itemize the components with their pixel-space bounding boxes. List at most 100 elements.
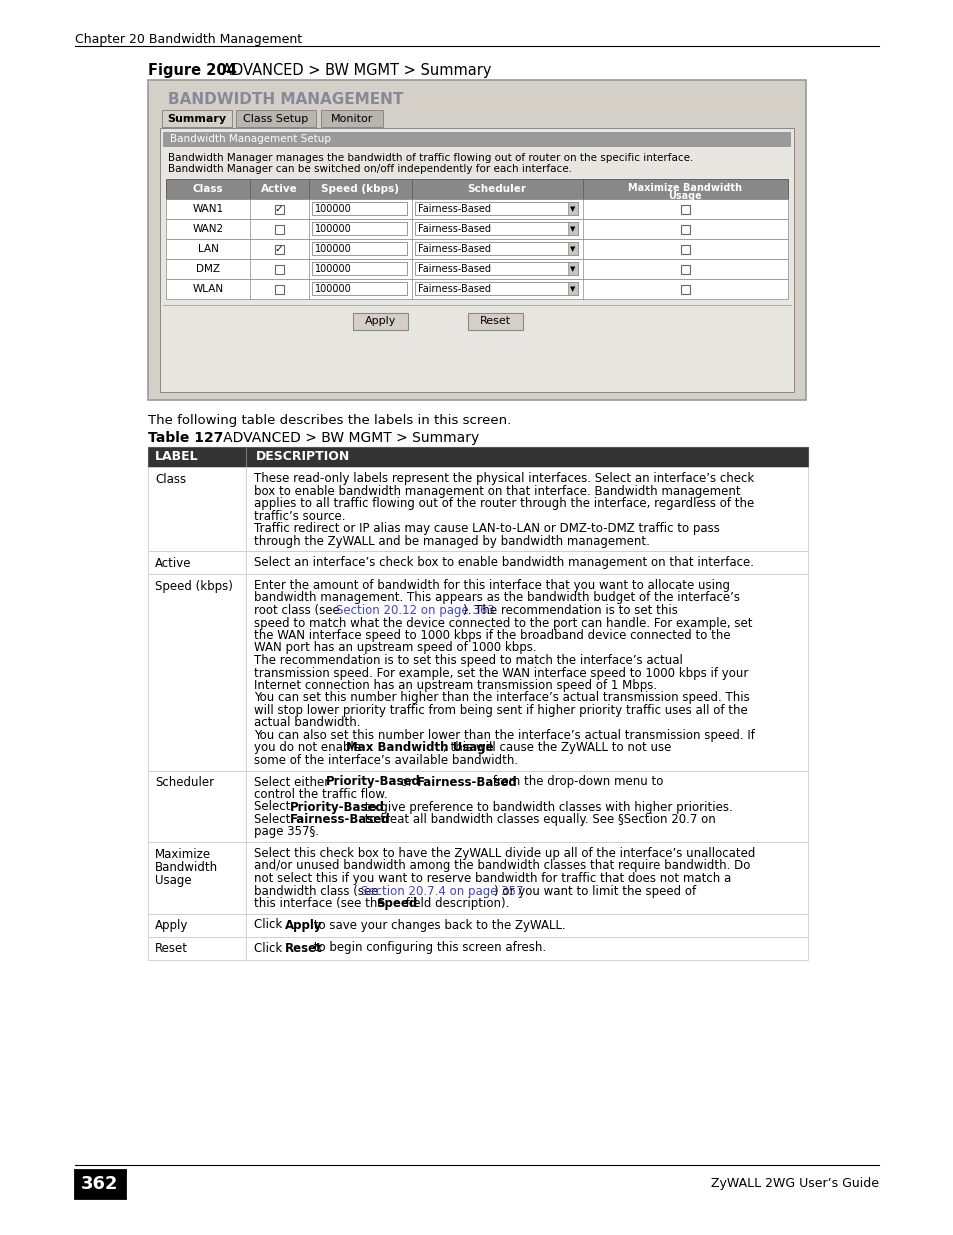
Text: The following table describes the labels in this screen.: The following table describes the labels… bbox=[148, 414, 511, 427]
Text: speed to match what the device connected to the port can handle. For example, se: speed to match what the device connected… bbox=[253, 616, 752, 630]
Text: Max Bandwidth Usage: Max Bandwidth Usage bbox=[345, 741, 493, 755]
Text: 100000: 100000 bbox=[314, 245, 352, 254]
Text: Select either: Select either bbox=[253, 776, 333, 788]
Bar bbox=[312, 242, 406, 254]
Text: The recommendation is to set this speed to match the interface’s actual: The recommendation is to set this speed … bbox=[253, 655, 682, 667]
Bar bbox=[415, 222, 578, 235]
Text: Class: Class bbox=[193, 184, 223, 194]
Bar bbox=[166, 279, 787, 299]
Bar bbox=[415, 242, 578, 254]
Text: bandwidth management. This appears as the bandwidth budget of the interface’s: bandwidth management. This appears as th… bbox=[253, 592, 740, 604]
Bar bbox=[148, 842, 807, 914]
Bar bbox=[680, 205, 690, 214]
Text: Select an interface’s check box to enable bandwidth management on that interface: Select an interface’s check box to enabl… bbox=[253, 556, 753, 569]
Text: to begin configuring this screen afresh.: to begin configuring this screen afresh. bbox=[310, 941, 546, 955]
Text: Scheduler: Scheduler bbox=[467, 184, 526, 194]
Bar bbox=[166, 259, 787, 279]
Bar bbox=[680, 245, 690, 253]
Text: Bandwidth: Bandwidth bbox=[154, 861, 218, 874]
Text: you do not enable: you do not enable bbox=[253, 741, 364, 755]
Text: and/or unused bandwidth among the bandwidth classes that require bandwidth. Do: and/or unused bandwidth among the bandwi… bbox=[253, 860, 750, 872]
Text: or: or bbox=[396, 776, 416, 788]
Text: Select this check box to have the ZyWALL divide up all of the interface’s unallo: Select this check box to have the ZyWALL… bbox=[253, 847, 755, 860]
Text: Chapter 20 Bandwidth Management: Chapter 20 Bandwidth Management bbox=[75, 33, 302, 46]
Bar bbox=[166, 179, 787, 199]
Text: 362: 362 bbox=[81, 1174, 118, 1193]
Text: Table 127: Table 127 bbox=[148, 431, 223, 445]
Text: ▼: ▼ bbox=[570, 287, 575, 291]
Text: Fairness-Based: Fairness-Based bbox=[416, 776, 517, 788]
Text: Maximize: Maximize bbox=[154, 848, 211, 861]
Text: ) or you want to limit the speed of: ) or you want to limit the speed of bbox=[494, 884, 695, 898]
Text: Select: Select bbox=[253, 800, 294, 814]
Bar bbox=[235, 110, 315, 127]
Text: ZyWALL 2WG User’s Guide: ZyWALL 2WG User’s Guide bbox=[710, 1177, 878, 1191]
Text: 100000: 100000 bbox=[314, 284, 352, 294]
Text: this interface (see the: this interface (see the bbox=[253, 897, 388, 910]
Bar bbox=[567, 242, 578, 254]
Text: Usage: Usage bbox=[668, 191, 701, 201]
Text: the WAN interface speed to 1000 kbps if the broadband device connected to the: the WAN interface speed to 1000 kbps if … bbox=[253, 629, 730, 642]
Text: Maximize Bandwidth: Maximize Bandwidth bbox=[628, 183, 741, 193]
Text: 100000: 100000 bbox=[314, 204, 352, 214]
Text: actual bandwidth.: actual bandwidth. bbox=[253, 716, 360, 730]
Text: Fairness-Based: Fairness-Based bbox=[417, 264, 490, 274]
Text: ✓: ✓ bbox=[274, 204, 283, 214]
Text: Active: Active bbox=[154, 557, 192, 571]
Text: DESCRIPTION: DESCRIPTION bbox=[255, 451, 350, 463]
Bar bbox=[148, 771, 807, 842]
Text: You can also set this number lower than the interface’s actual transmission spee: You can also set this number lower than … bbox=[253, 729, 754, 742]
Text: box to enable bandwidth management on that interface. Bandwidth management: box to enable bandwidth management on th… bbox=[253, 484, 740, 498]
Text: Reset: Reset bbox=[479, 316, 511, 326]
Bar bbox=[353, 312, 408, 330]
Bar bbox=[312, 203, 406, 215]
Text: These read-only labels represent the physical interfaces. Select an interface’s : These read-only labels represent the phy… bbox=[253, 472, 754, 485]
Text: bandwidth class (see: bandwidth class (see bbox=[253, 884, 382, 898]
Bar bbox=[468, 312, 522, 330]
Text: Bandwidth Manager manages the bandwidth of traffic flowing out of router on the : Bandwidth Manager manages the bandwidth … bbox=[168, 153, 693, 163]
Text: Usage: Usage bbox=[154, 874, 192, 887]
Text: , this will cause the ZyWALL to not use: , this will cause the ZyWALL to not use bbox=[442, 741, 670, 755]
Text: Bandwidth Management Setup: Bandwidth Management Setup bbox=[170, 135, 331, 144]
Text: ▼: ▼ bbox=[570, 226, 575, 232]
Text: Enter the amount of bandwidth for this interface that you want to allocate using: Enter the amount of bandwidth for this i… bbox=[253, 579, 729, 592]
Bar bbox=[274, 245, 283, 253]
Text: Figure 204: Figure 204 bbox=[148, 63, 236, 78]
Text: to save your changes back to the ZyWALL.: to save your changes back to the ZyWALL. bbox=[310, 919, 565, 931]
Bar bbox=[148, 80, 805, 400]
Bar bbox=[274, 264, 283, 273]
Bar bbox=[162, 110, 232, 127]
Text: WAN1: WAN1 bbox=[193, 204, 223, 214]
Text: WLAN: WLAN bbox=[193, 284, 223, 294]
Bar bbox=[415, 262, 578, 275]
Bar bbox=[166, 219, 787, 240]
Text: Reset: Reset bbox=[284, 941, 322, 955]
Text: ADVANCED > BW MGMT > Summary: ADVANCED > BW MGMT > Summary bbox=[210, 431, 478, 445]
Bar bbox=[274, 225, 283, 233]
Bar bbox=[415, 203, 578, 215]
Text: will stop lower priority traffic from being sent if higher priority traffic uses: will stop lower priority traffic from be… bbox=[253, 704, 747, 718]
Text: 100000: 100000 bbox=[314, 224, 352, 233]
Text: You can set this number higher than the interface’s actual transmission speed. T: You can set this number higher than the … bbox=[253, 692, 749, 704]
Bar bbox=[567, 203, 578, 215]
Text: applies to all traffic flowing out of the router through the interface, regardle: applies to all traffic flowing out of th… bbox=[253, 496, 754, 510]
Text: Fairness-Based: Fairness-Based bbox=[290, 813, 390, 826]
Text: Speed (kbps): Speed (kbps) bbox=[321, 184, 399, 194]
Bar bbox=[567, 222, 578, 235]
Text: Section 20.12 on page 363: Section 20.12 on page 363 bbox=[335, 604, 494, 618]
Bar bbox=[680, 225, 690, 233]
Bar bbox=[680, 264, 690, 273]
Text: some of the interface’s available bandwidth.: some of the interface’s available bandwi… bbox=[253, 755, 517, 767]
Text: Bandwidth Manager can be switched on/off independently for each interface.: Bandwidth Manager can be switched on/off… bbox=[168, 164, 572, 174]
Text: Internet connection has an upstream transmission speed of 1 Mbps.: Internet connection has an upstream tran… bbox=[253, 679, 657, 692]
Text: Traffic redirect or IP alias may cause LAN-to-LAN or DMZ-to-DMZ traffic to pass: Traffic redirect or IP alias may cause L… bbox=[253, 522, 720, 535]
Text: ✓: ✓ bbox=[274, 245, 283, 254]
Text: 100000: 100000 bbox=[314, 264, 352, 274]
Text: Fairness-Based: Fairness-Based bbox=[417, 224, 490, 233]
Text: Apply: Apply bbox=[364, 316, 395, 326]
Bar bbox=[274, 205, 283, 214]
Text: through the ZyWALL and be managed by bandwidth management.: through the ZyWALL and be managed by ban… bbox=[253, 535, 649, 547]
Bar bbox=[274, 284, 283, 294]
Text: Monitor: Monitor bbox=[331, 114, 373, 124]
Bar bbox=[166, 240, 787, 259]
